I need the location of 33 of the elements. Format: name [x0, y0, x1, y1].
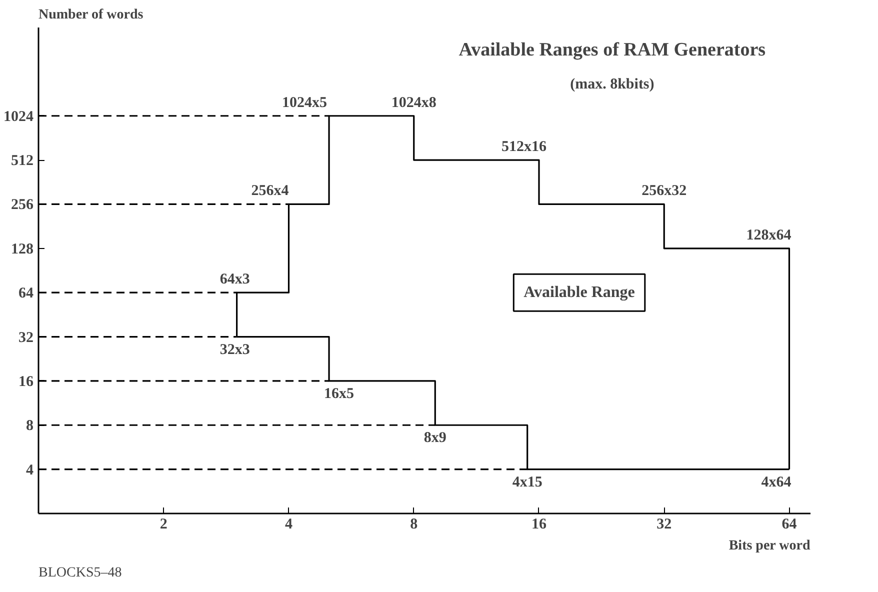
x-tick-label: 4: [284, 516, 293, 532]
x-axis-title: Bits per word: [728, 538, 810, 554]
text: (max. 8kbits): [570, 76, 654, 92]
y-tick-label: 4: [26, 462, 34, 478]
x-tick-label: 64: [782, 516, 798, 532]
y-axis-title: Number of words: [38, 8, 144, 22]
y-tick-label: 512: [11, 153, 34, 170]
annotation: 256x4: [251, 183, 290, 200]
y-tick-label: 128: [11, 241, 34, 258]
x-tick-label: 16: [531, 516, 547, 532]
x-tick-label: 8: [410, 516, 418, 532]
annotation: 128x64: [746, 227, 792, 244]
x-tick-label: 2: [160, 516, 168, 532]
y-tick-label: 256: [11, 197, 34, 214]
y-tick-label: 1024: [4, 108, 34, 125]
annotation: 1024x5: [282, 94, 328, 111]
annotation: 8x9: [424, 430, 446, 446]
annotation: 1024x8: [391, 94, 436, 111]
y-tick-label: 32: [18, 330, 34, 346]
annotation: 256x32: [642, 183, 687, 200]
annotation: 4x15: [512, 474, 542, 490]
annotation: 64x3: [220, 272, 250, 288]
text: Available Ranges of RAM Generators: [458, 39, 766, 60]
annotation: Available Range: [524, 284, 635, 302]
y-tick-label: 8: [26, 418, 34, 434]
annotation: 512x16: [501, 139, 547, 156]
annotation: 32x3: [220, 342, 250, 358]
x-tick-label: 32: [656, 516, 672, 532]
y-tick-label: 16: [18, 374, 34, 390]
text: BLOCKS5–48: [38, 566, 122, 580]
annotation: 4x64: [761, 474, 792, 490]
y-tick-label: 64: [18, 286, 34, 302]
annotation: 16x5: [324, 386, 354, 402]
